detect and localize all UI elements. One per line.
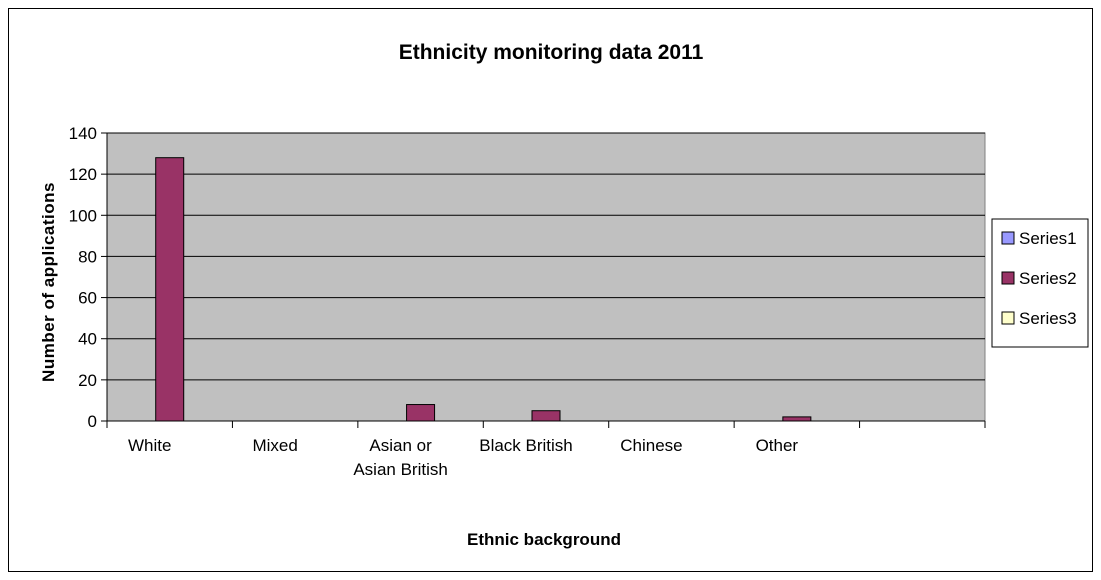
y-tick-label: 120 bbox=[69, 165, 97, 184]
chart-title: Ethnicity monitoring data 2011 bbox=[399, 41, 704, 64]
y-tick-label: 60 bbox=[78, 289, 97, 308]
axes bbox=[101, 132, 986, 428]
y-axis-title: Number of applications bbox=[39, 182, 58, 382]
x-tick-label: Asian or bbox=[369, 436, 432, 455]
y-tick-label: 80 bbox=[78, 247, 97, 266]
legend-label: Series3 bbox=[1019, 309, 1077, 328]
bar-series2-0 bbox=[155, 157, 185, 422]
y-tick-label: 0 bbox=[88, 412, 97, 431]
y-tick-label: 140 bbox=[69, 124, 97, 143]
x-axis-title: Ethnic background bbox=[467, 530, 621, 549]
chart-area: Ethnicity monitoring data 2011 0 20 40 60 80… bbox=[8, 8, 1093, 572]
legend-label: Series2 bbox=[1019, 269, 1077, 288]
bar-series2-2 bbox=[406, 404, 436, 422]
legend-swatch bbox=[1001, 271, 1015, 285]
x-tick-label: White bbox=[128, 436, 171, 455]
x-tick-labels: White Mixed Asian or Asian British Black Bri… bbox=[128, 436, 798, 479]
bar-series2-3 bbox=[531, 410, 561, 422]
legend-swatch bbox=[1001, 311, 1015, 325]
chart-canvas: Ethnicity monitoring data 2011 0 20 40 60 80… bbox=[39, 41, 1089, 549]
y-tick-labels: 0 20 40 60 80 100 120 140 bbox=[69, 124, 97, 431]
plot-area bbox=[106, 132, 986, 422]
x-tick-label: Black British bbox=[479, 436, 573, 455]
y-tick-label: 40 bbox=[78, 330, 97, 349]
x-tick-label: Chinese bbox=[620, 436, 682, 455]
y-tick-label: 20 bbox=[78, 371, 97, 390]
x-tick-label: Other bbox=[756, 436, 799, 455]
x-tick-label: Asian British bbox=[353, 460, 447, 479]
x-tick-label: Mixed bbox=[252, 436, 297, 455]
legend-label: Series1 bbox=[1019, 229, 1077, 248]
y-tick-label: 100 bbox=[69, 206, 97, 225]
legend: Series1 Series2 Series3 bbox=[991, 218, 1089, 348]
bar-series2-5 bbox=[782, 416, 812, 422]
gridlines bbox=[107, 132, 985, 381]
legend-swatch bbox=[1001, 231, 1015, 245]
